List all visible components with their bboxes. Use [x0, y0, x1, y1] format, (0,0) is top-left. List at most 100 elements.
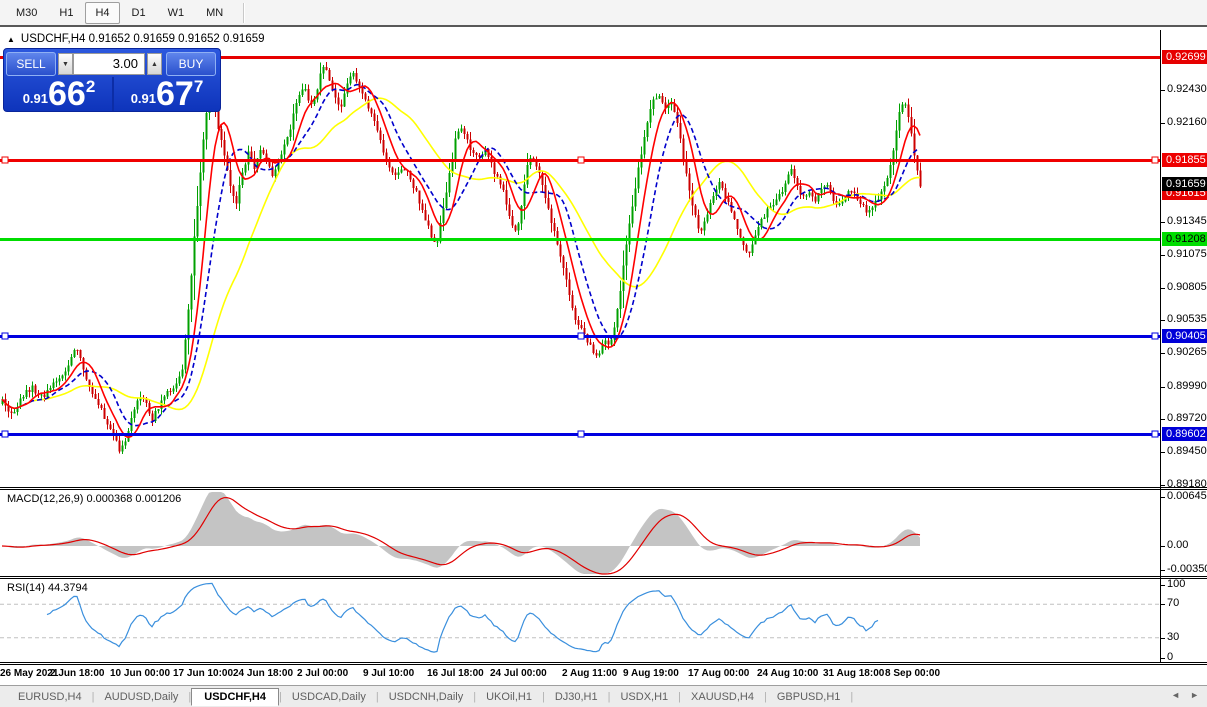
macd-indicator-label: MACD(12,26,9) 0.000368 0.001206 [7, 493, 182, 505]
collapse-trade-panel-icon[interactable]: ▲ [7, 34, 15, 44]
scale-tick-label: 0.92430 [1167, 83, 1207, 95]
ma-slow-line [1, 97, 920, 411]
buy-price-big: 67 [156, 75, 194, 114]
scale-tick-label: 0.91345 [1167, 215, 1207, 227]
price-badge-0.89602: 0.89602 [1162, 426, 1207, 441]
buy-button[interactable]: BUY [166, 51, 216, 76]
scale-tick-label: 0.00 [1167, 539, 1189, 551]
time-axis-label: 17 Jun 10:00 [173, 668, 234, 679]
panel-borders [0, 30, 1207, 665]
tab-separator: | [850, 690, 854, 703]
price-badge-0.90405: 0.90405 [1162, 329, 1207, 344]
scale-tick-label: 0 [1167, 651, 1174, 663]
scale-tick-label: 0.90805 [1167, 281, 1207, 293]
time-axis[interactable]: 26 May 2021 2 Jun 18:00 10 Jun 00:00 17 Jun… [0, 665, 1160, 685]
sell-price-prefix: 0.91 [22, 91, 48, 106]
time-axis-label: 8 Sep 00:00 [885, 668, 941, 679]
chart-tab-bar: EURUSD,H4 | AUDUSD,Daily | USDCHF,H4 | USDCAD,… [0, 685, 1207, 707]
tab-separator: | [541, 690, 545, 703]
tab-usdcad-daily[interactable]: USDCAD,Daily [291, 690, 366, 703]
price-badge-0.91208: 0.91208 [1162, 231, 1207, 246]
scale-tick-label: 0.92160 [1167, 116, 1207, 128]
scale-tick-label: 0.006451 [1167, 490, 1207, 502]
tab-separator: | [763, 690, 767, 703]
tab-eurusd-h4[interactable]: EURUSD,H4 [18, 690, 82, 703]
tab-usdx-h1[interactable]: USDX,H1 [620, 690, 669, 703]
lot-increase-button[interactable]: ▲ [147, 52, 162, 75]
sell-price-button[interactable]: 0.91 66 2 [6, 77, 112, 111]
scale-tick-label: 0.90265 [1167, 346, 1207, 358]
tab-ukoil-h1[interactable]: UKOil,H1 [486, 690, 532, 703]
time-axis-label: 2 Aug 11:00 [562, 668, 618, 679]
price-scale[interactable]: 0.92430 0.92160 0.91345 0.91075 0.90805 0.905… [1160, 29, 1207, 685]
timeframe-button-h4[interactable]: H4 [85, 1, 120, 24]
timeframe-toolbar: M30 H1 H4 D1 W1 MN [0, 0, 1207, 27]
tab-usdcnh-daily[interactable]: USDCNH,Daily [388, 690, 464, 703]
macd-plot [1, 492, 921, 575]
trade-panel-divider [112, 77, 114, 111]
scale-tick-label: 70 [1167, 597, 1180, 609]
scale-tick-label: 0.89450 [1167, 445, 1207, 457]
time-axis-label: 17 Aug 00:00 [688, 668, 750, 679]
tab-scroll-left-icon[interactable]: ◄ [1171, 690, 1181, 700]
timeframe-button-w1[interactable]: W1 [167, 6, 185, 19]
scale-tick-label: 100 [1167, 578, 1186, 590]
timeframe-button-mn[interactable]: MN [206, 6, 224, 19]
scale-tick-label: -0.003507 [1167, 563, 1207, 575]
toolbar-separator [243, 2, 246, 23]
sell-button[interactable]: SELL [6, 51, 56, 76]
buy-price-prefix: 0.91 [130, 91, 156, 106]
timeframe-button-m30[interactable]: M30 [16, 6, 38, 19]
scale-tick-label: 0.91075 [1167, 248, 1207, 260]
time-axis-label: 26 May 2021 [0, 668, 59, 679]
time-axis-label: 9 Aug 19:00 [623, 668, 679, 679]
price-badge-0.91855: 0.91855 [1162, 152, 1207, 167]
scale-tick-label: 0.89180 [1167, 478, 1207, 490]
tab-separator: | [91, 690, 95, 703]
scale-tick-label: 0.90535 [1167, 313, 1207, 325]
moving-average-lines [1, 82, 921, 439]
buy-price-button[interactable]: 0.91 67 7 [114, 77, 220, 111]
price-badge-0.91659: 0.91659 [1162, 176, 1207, 191]
timeframe-button-d1[interactable]: D1 [131, 6, 146, 19]
tab-audusd-daily[interactable]: AUDUSD,Daily [104, 690, 179, 703]
sell-price-big: 66 [48, 75, 86, 114]
tab-separator: | [188, 690, 192, 703]
time-axis-label: 10 Jun 00:00 [110, 668, 171, 679]
time-axis-label: 16 Jul 18:00 [427, 668, 484, 679]
scale-tick-label: 0.89990 [1167, 380, 1207, 392]
ma-fast-line [1, 82, 921, 439]
tab-separator: | [678, 690, 682, 703]
candlesticks [1, 61, 922, 454]
tab-xauusd-h4[interactable]: XAUUSD,H4 [691, 690, 754, 703]
tab-gbpusd-h1[interactable]: GBPUSD,H1 [776, 690, 841, 703]
scale-tick-label: 30 [1167, 631, 1180, 643]
tab-separator: | [473, 690, 477, 703]
time-axis-label: 24 Aug 10:00 [757, 668, 819, 679]
rsi-line [46, 582, 879, 653]
time-axis-label: 2 Jun 18:00 [50, 668, 105, 679]
price-badge-0.92699: 0.92699 [1162, 50, 1207, 65]
tab-scroll-right-icon[interactable]: ► [1190, 690, 1199, 700]
horizontal-level-lines [0, 56, 1160, 438]
scale-tick-label: 0.89720 [1167, 412, 1207, 424]
lot-size-input[interactable]: 3.00 [73, 52, 145, 75]
tab-separator: | [607, 690, 611, 703]
timeframe-button-h1[interactable]: H1 [59, 6, 74, 19]
rsi-indicator-label: RSI(14) 44.3794 [7, 582, 88, 594]
tab-separator: | [375, 690, 379, 703]
time-axis-label: 31 Aug 18:00 [823, 668, 885, 679]
tab-dj30-h1[interactable]: DJ30,H1 [554, 690, 598, 703]
chart-surface[interactable]: ▲ USDCHF,H4 0.91652 0.91659 0.91652 0.91… [0, 29, 1207, 685]
time-axis-label: 2 Jul 00:00 [297, 668, 349, 679]
tab-usdchf-h4[interactable]: USDCHF,H4 [191, 687, 279, 706]
buy-price-sup: 7 [193, 77, 204, 96]
ma-mid-line [1, 83, 921, 427]
time-axis-label: 24 Jun 18:00 [233, 668, 294, 679]
sell-price-sup: 2 [85, 77, 96, 96]
chart-ohlc-header: ▲ USDCHF,H4 0.91652 0.91659 0.91652 0.91… [7, 33, 265, 45]
time-axis-label: 9 Jul 10:00 [363, 668, 415, 679]
lot-decrease-button[interactable]: ▼ [58, 52, 73, 75]
